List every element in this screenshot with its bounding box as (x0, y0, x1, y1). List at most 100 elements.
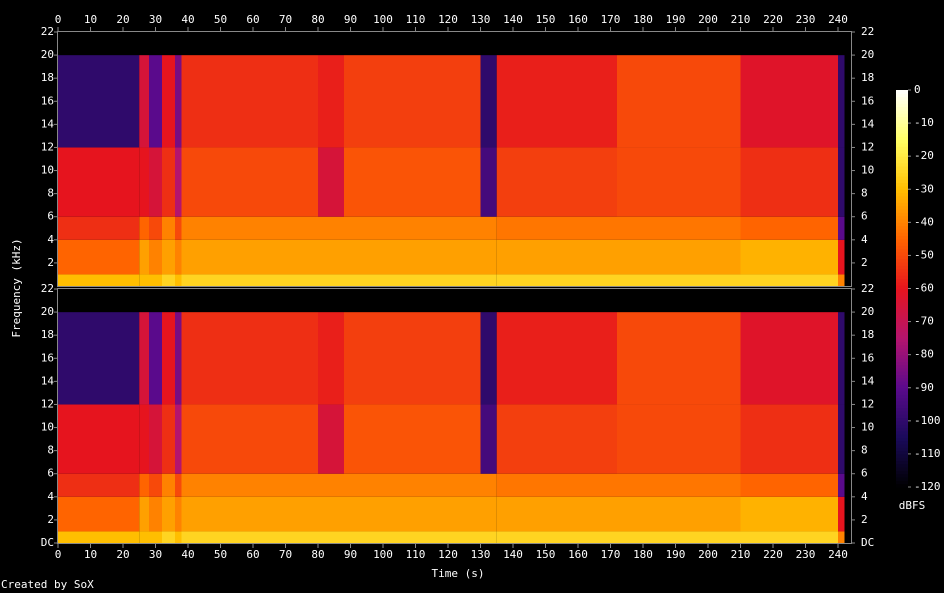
heatmap-cell (318, 496, 344, 532)
colorbar-step (896, 238, 908, 243)
colorbar-step (896, 109, 908, 114)
heatmap-cell (162, 147, 175, 217)
y-tick-label: 14 (861, 117, 875, 130)
heatmap-cell (139, 531, 149, 543)
x-tick-label: 0 (55, 548, 62, 561)
heatmap-cell (496, 147, 617, 217)
heatmap-cell (181, 55, 318, 148)
colorbar-step (896, 351, 908, 356)
colorbar-tick-label: -40 (914, 215, 934, 228)
colorbar-step (896, 245, 908, 250)
heatmap-cell (162, 274, 175, 286)
y-tick-label: 22 (861, 25, 874, 38)
heatmap-cell (344, 274, 481, 286)
heatmap-cell (740, 289, 838, 313)
colorbar-step (896, 139, 908, 144)
heatmap-cell (139, 312, 149, 405)
colorbar-step (896, 394, 908, 399)
heatmap-cell (162, 531, 175, 543)
y-tick-label: 16 (41, 351, 54, 364)
y-tick-label: 8 (861, 444, 868, 457)
x-tick-label: 130 (471, 13, 491, 26)
heatmap-cell (344, 239, 481, 275)
colorbar-step (896, 209, 908, 213)
y-tick-label: 4 (861, 490, 868, 503)
colorbar-step (896, 202, 908, 207)
colorbar-step (896, 305, 908, 309)
heatmap-cell (617, 216, 741, 240)
colorbar-step (896, 467, 908, 471)
colorbar-step (896, 96, 908, 101)
heatmap-cell (480, 404, 497, 474)
heatmap-cell (496, 312, 617, 405)
heatmap-cell (838, 55, 845, 148)
panel-border (57, 31, 852, 287)
x-tick-label: 170 (601, 13, 621, 26)
colorbar-step (896, 371, 908, 376)
heatmap-cell (175, 312, 182, 405)
x-tick-label: 140 (503, 548, 523, 561)
colorbar-step (896, 430, 908, 435)
y-tick-label: 12 (41, 397, 54, 410)
heatmap-cell (139, 32, 149, 56)
heatmap-cell (149, 216, 162, 240)
colorbar-step (896, 146, 908, 151)
colorbar-step (896, 179, 908, 184)
y-tick-label: 4 (47, 233, 54, 246)
y-tick-label: 22 (41, 282, 54, 295)
y-tick-label: 4 (47, 490, 54, 503)
heatmap-cell (496, 473, 617, 497)
colorbar-step (896, 113, 908, 117)
colorbar-step (896, 172, 908, 177)
x-axis-label: Time (s) (432, 567, 485, 580)
colorbar-step (896, 116, 908, 121)
x-tick-label: 0 (55, 13, 62, 26)
x-tick-label: 170 (601, 548, 621, 561)
heatmap-cell (149, 289, 162, 313)
colorbar-step (896, 341, 908, 346)
heatmap-cell (740, 312, 838, 405)
colorbar-step (896, 189, 908, 194)
y-tick-label: 14 (41, 117, 55, 130)
heatmap-cell (162, 55, 175, 148)
colorbar-tick-label: -80 (914, 348, 934, 361)
heatmap-cell (617, 312, 741, 405)
heatmap-cell (844, 55, 851, 148)
heatmap-cell (181, 239, 318, 275)
colorbar-step (896, 242, 908, 246)
x-tick-label: 210 (731, 13, 751, 26)
y-tick-label: 10 (41, 164, 54, 177)
x-tick-label: 90 (344, 548, 357, 561)
heatmap-cell (149, 147, 162, 217)
y-axis-label: Frequency (kHz) (10, 238, 23, 337)
colorbar-step (896, 255, 908, 260)
heatmap-cell (480, 55, 497, 148)
heatmap-cell (344, 531, 481, 543)
heatmap-cell (838, 312, 845, 405)
heatmap-cell (175, 531, 182, 543)
heatmap-cell (344, 496, 481, 532)
heatmap-cell (844, 274, 851, 286)
heatmap-cell (617, 289, 741, 313)
heatmap-cell (318, 32, 344, 56)
heatmap-cell (58, 312, 140, 405)
colorbar-step (896, 295, 908, 299)
heatmap-cell (617, 147, 741, 217)
heatmap-cell (149, 55, 162, 148)
colorbar-step (896, 397, 908, 402)
heatmap-cell (318, 312, 344, 405)
heatmap-cell (58, 531, 140, 543)
colorbar-step (896, 288, 908, 293)
y-tick-label: 6 (47, 467, 54, 480)
colorbar-step (896, 420, 908, 425)
colorbar-tick-label: -60 (914, 282, 934, 295)
colorbar-step (896, 450, 908, 455)
heatmap-cell (162, 404, 175, 474)
heatmap-cell (496, 32, 617, 56)
heatmap-cell (162, 239, 175, 275)
y-tick-label: 8 (47, 187, 54, 200)
colorbar-step (896, 321, 908, 326)
x-tick-label: 190 (666, 13, 686, 26)
x-tick-label: 150 (536, 13, 556, 26)
heatmap-cell (58, 404, 140, 474)
